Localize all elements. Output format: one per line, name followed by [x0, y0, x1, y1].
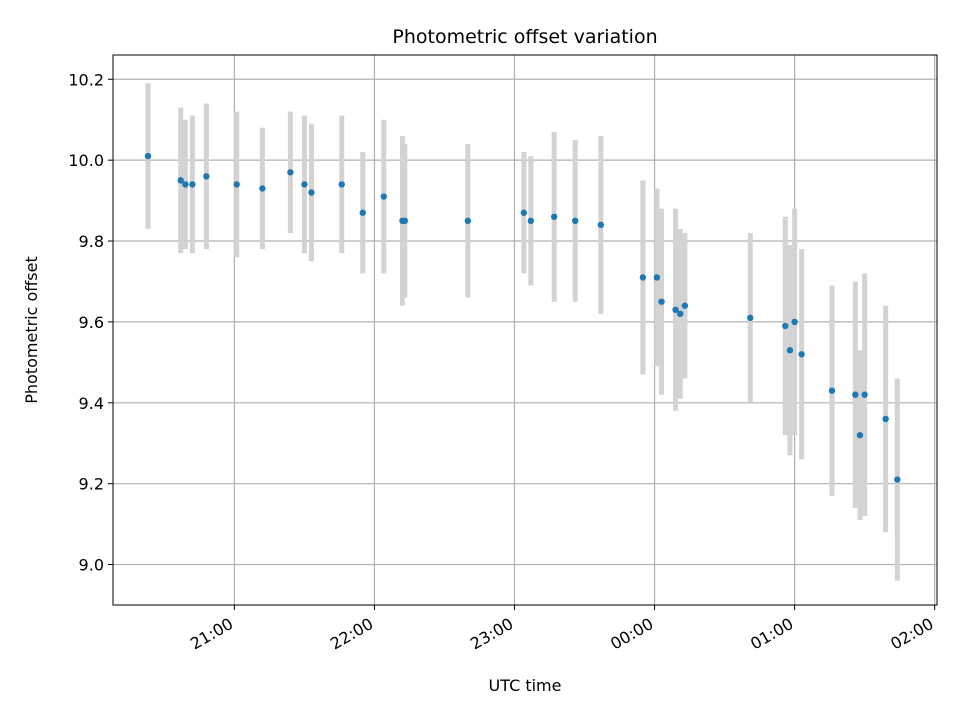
data-point: [677, 310, 684, 318]
y-tick-label: 9.4: [79, 394, 104, 413]
data-point: [882, 415, 889, 423]
data-point: [464, 217, 472, 225]
y-tick-label: 9.6: [79, 313, 104, 332]
data-point: [301, 181, 308, 188]
data-point: [550, 213, 558, 220]
y-tick-label: 9.0: [79, 556, 104, 575]
data-point: [182, 181, 189, 188]
chart-title: Photometric offset variation: [392, 26, 657, 48]
data-point: [782, 322, 789, 330]
data-point: [259, 185, 266, 192]
data-point: [401, 217, 408, 225]
data-point: [203, 173, 210, 180]
data-point: [861, 391, 868, 398]
data-point: [380, 193, 387, 200]
data-points: [144, 152, 901, 483]
data-point: [658, 298, 665, 305]
data-point: [856, 431, 864, 439]
data-point: [338, 181, 345, 188]
data-point: [189, 181, 196, 188]
data-point: [308, 189, 315, 196]
data-point: [177, 177, 184, 184]
data-point: [597, 221, 605, 229]
x-axis-label: UTC time: [489, 676, 562, 695]
data-point: [527, 217, 535, 225]
data-point: [144, 152, 152, 160]
data-point: [681, 302, 689, 309]
y-axis-ticks: 9.0 9.2 9.4 9.6 9.8 10.0 10.2: [68, 70, 113, 575]
y-tick-label: 10.0: [68, 151, 104, 170]
data-point: [894, 476, 901, 483]
plot-frame: [112, 54, 938, 606]
data-point: [571, 217, 579, 225]
data-point: [653, 274, 661, 281]
data-point: [520, 209, 528, 216]
data-point: [747, 314, 754, 322]
data-point: [852, 391, 859, 398]
y-tick-label: 9.2: [79, 475, 104, 494]
data-point: [798, 351, 805, 358]
data-point: [287, 169, 294, 176]
y-axis-label: Photometric offset: [22, 256, 41, 404]
data-point: [786, 347, 794, 354]
data-point: [639, 274, 647, 281]
data-point: [233, 181, 240, 188]
data-point: [672, 306, 679, 313]
y-tick-label: 10.2: [68, 70, 104, 89]
y-tick-label: 9.8: [79, 232, 104, 251]
data-point: [828, 387, 836, 394]
data-point: [791, 318, 798, 326]
data-point: [359, 209, 366, 216]
